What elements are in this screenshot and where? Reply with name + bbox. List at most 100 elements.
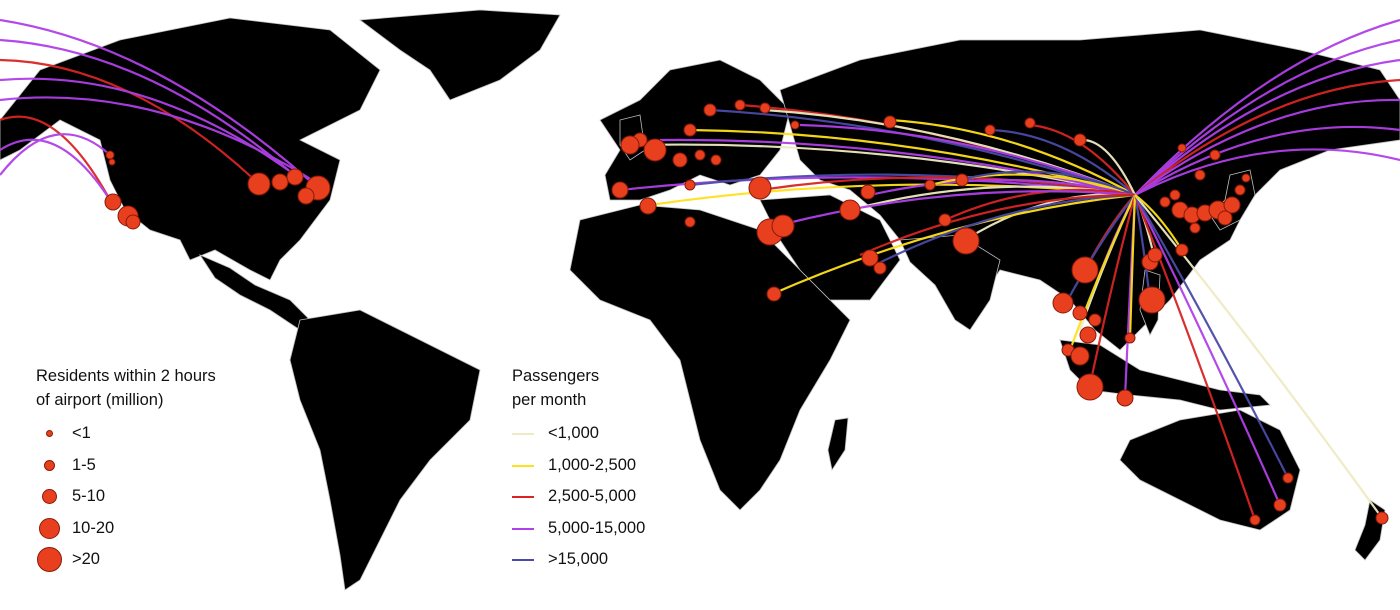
- route-line: [0, 138, 111, 201]
- airport-bubble: [1189, 222, 1201, 234]
- route-line: [1134, 125, 1400, 196]
- pax-legend-label: 5,000-15,000: [548, 518, 646, 537]
- pax-legend-rows: <1,000 1,000-2,500 2,500-5,000 5,000-15,…: [512, 418, 712, 576]
- pax-line-swatch: [512, 527, 534, 530]
- airport-bubble: [1234, 184, 1246, 196]
- route-line: [1133, 194, 1257, 521]
- pax-legend-title-line1: Passengers: [512, 367, 600, 385]
- airport-bubbles: [104, 99, 1389, 526]
- pax-line-swatch: [512, 496, 534, 498]
- route-line: [889, 118, 1136, 196]
- pax-legend-label: <1,000: [548, 424, 599, 442]
- size-bubble-icon: [44, 459, 55, 471]
- pax-line-swatch: [512, 559, 534, 561]
- size-legend-row: <1: [36, 418, 266, 450]
- route-line: [779, 190, 1136, 227]
- size-legend-label: 1-5: [72, 455, 96, 474]
- route-line: [1134, 148, 1400, 196]
- airport-bubble: [734, 99, 746, 111]
- airport-bubble: [924, 179, 936, 191]
- pax-legend-label: 1,000-2,500: [548, 455, 637, 474]
- airport-bubble: [1052, 292, 1074, 314]
- size-legend-label: >20: [72, 550, 100, 568]
- airport-bubble: [1072, 305, 1088, 321]
- airport-bubble: [286, 168, 304, 186]
- airport-bubble: [1079, 326, 1097, 344]
- airport-bubble: [1124, 332, 1136, 344]
- airport-bubble: [683, 123, 697, 137]
- airport-bubble: [955, 173, 969, 187]
- route-line: [1134, 194, 1282, 506]
- airport-bubble: [938, 213, 952, 227]
- passenger-volume-legend: Passengers per month <1,000 1,000-2,500 …: [512, 364, 712, 576]
- pax-legend-title-line2: per month: [512, 391, 587, 409]
- airport-bubble: [1175, 243, 1189, 257]
- size-legend-label: 5-10: [72, 487, 106, 505]
- size-legend-label: 10-20: [72, 518, 115, 537]
- airport-bubble: [684, 179, 696, 191]
- size-legend-row: 1-5: [36, 450, 266, 482]
- route-line: [929, 173, 1136, 197]
- pax-legend-row: <1,000: [512, 418, 712, 450]
- airport-bubble: [1159, 196, 1171, 208]
- airport-bubble: [247, 172, 271, 196]
- airport-bubble: [1073, 133, 1087, 147]
- airport-bubble: [883, 115, 897, 129]
- airport-bubble: [1138, 286, 1166, 314]
- route-line: [1134, 194, 1289, 479]
- airport-bubble: [1282, 472, 1294, 484]
- australia-landmass: [1119, 409, 1301, 531]
- airport-bubble: [271, 173, 289, 191]
- airport-bubble: [1249, 514, 1261, 526]
- airport-bubble: [766, 286, 782, 302]
- airport-bubble: [639, 197, 657, 215]
- airport-bubble: [1024, 117, 1036, 129]
- airport-bubble: [790, 120, 800, 130]
- route-line: [1134, 78, 1400, 196]
- size-legend-row: 10-20: [36, 513, 266, 545]
- airport-bubble: [1217, 210, 1233, 226]
- route-line: [1134, 18, 1400, 196]
- airport-bubble: [1194, 169, 1206, 181]
- pax-legend-label: 2,500-5,000: [548, 487, 637, 505]
- south-america-landmass: [289, 309, 481, 591]
- route-line: [0, 133, 111, 176]
- route-line: [869, 178, 1136, 197]
- route-line: [1134, 194, 1183, 251]
- airport-bubble: [1375, 511, 1389, 525]
- airport-bubble: [1147, 247, 1163, 263]
- route-line: [769, 193, 1136, 297]
- airport-bubble: [984, 124, 996, 136]
- size-legend-rows: <1 1-5 5-10 10-20 >20: [36, 418, 266, 576]
- pax-legend-row: 2,500-5,000: [512, 481, 712, 513]
- airport-bubble: [1177, 143, 1187, 153]
- airport-bubble: [1241, 173, 1251, 183]
- airport-bubble: [104, 193, 122, 211]
- pax-legend-row: 1,000-2,500: [512, 450, 712, 482]
- size-bubble-icon: [39, 517, 60, 539]
- pax-legend-label: >15,000: [548, 550, 609, 568]
- airport-bubble: [1273, 498, 1287, 512]
- route-line: [639, 143, 1136, 197]
- route-line: [874, 193, 1136, 266]
- size-legend-label: <1: [72, 424, 91, 442]
- pax-legend-row: 5,000-15,000: [512, 513, 712, 545]
- airport-bubble: [672, 152, 688, 168]
- airport-bubble: [1169, 189, 1181, 201]
- pax-line-swatch: [512, 464, 534, 467]
- route-lines: [0, 18, 1400, 521]
- airport-bubble: [748, 176, 772, 200]
- airport-bubble: [1070, 346, 1090, 366]
- route-line: [0, 115, 111, 201]
- airport-bubble: [684, 216, 696, 228]
- airport-bubble: [1116, 389, 1134, 407]
- airport-bubble: [643, 138, 667, 162]
- pax-line-swatch: [512, 433, 534, 435]
- airport-bubble: [861, 249, 879, 267]
- size-bubble-icon: [37, 547, 62, 572]
- madagascar-landmass: [827, 417, 849, 472]
- airport-bubble: [1088, 313, 1102, 327]
- route-line: [959, 170, 1136, 197]
- size-legend-title-line1: Residents within 2 hours: [36, 367, 216, 385]
